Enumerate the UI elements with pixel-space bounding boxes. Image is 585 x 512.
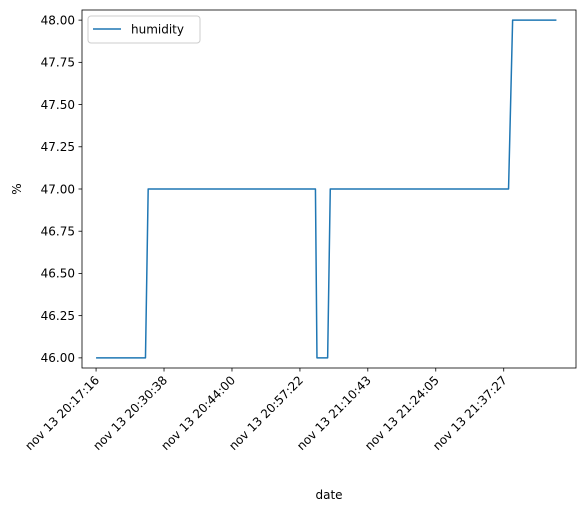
y-axis-label: % bbox=[10, 183, 24, 194]
x-tick-label: nov 13 20:44:00 bbox=[158, 373, 238, 453]
x-tick-label: nov 13 20:17:16 bbox=[22, 373, 102, 453]
x-tick-label: nov 13 20:30:38 bbox=[90, 373, 170, 453]
legend: humidity bbox=[87, 15, 201, 44]
y-axis: 46.00 46.25 46.50 46.75 47.00 47.25 47.50 47.75… bbox=[41, 13, 82, 365]
y-tick-label: 46.00 bbox=[41, 351, 75, 365]
y-tick-label: 47.50 bbox=[41, 98, 75, 112]
y-tick-label: 47.25 bbox=[41, 140, 75, 154]
y-tick-label: 48.00 bbox=[41, 13, 75, 27]
x-tick-label: nov 13 20:57:22 bbox=[226, 373, 306, 453]
legend-box bbox=[87, 15, 201, 44]
plot-frame bbox=[81, 9, 577, 369]
y-tick-label: 47.75 bbox=[41, 56, 75, 70]
x-tick-label: nov 13 21:24:05 bbox=[362, 373, 442, 453]
y-tick-label: 46.50 bbox=[41, 267, 75, 281]
x-tick-label: nov 13 21:10:43 bbox=[294, 373, 374, 453]
series-layer bbox=[96, 19, 557, 359]
y-tick-label: 46.75 bbox=[41, 225, 75, 239]
series-line-humidity bbox=[96, 19, 557, 359]
y-tick-label: 46.25 bbox=[41, 309, 75, 323]
legend-label-humidity: humidity bbox=[131, 23, 184, 37]
y-tick-label: 47.00 bbox=[41, 182, 75, 196]
x-tick-label: nov 13 21:37:27 bbox=[430, 373, 510, 453]
x-axis-label: date bbox=[315, 488, 342, 502]
